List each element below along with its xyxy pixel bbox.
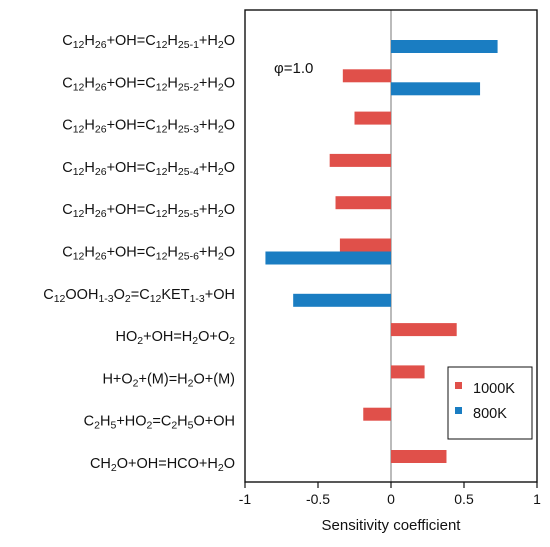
legend-swatch-800k	[455, 407, 462, 414]
bar-1000k-3	[354, 111, 391, 125]
reaction-label-6: C12H26+OH=C12H25-6+H2O	[62, 245, 235, 263]
bar-800k-7	[293, 293, 391, 307]
reaction-label-2: C12H26+OH=C12H25-2+H2O	[62, 75, 235, 93]
bar-1000k-10	[363, 407, 391, 421]
x-axis-title: Sensitivity coefficient	[322, 517, 462, 534]
bar-800k-6	[265, 251, 391, 265]
reaction-label-5: C12H26+OH=C12H25-5+H2O	[62, 202, 235, 220]
legend-swatch-1000k	[455, 382, 462, 389]
x-axis-ticks: -1 -0.5 0 0.5 1	[239, 482, 541, 507]
bar-1000k-8	[391, 323, 457, 337]
reaction-label-3: C12H26+OH=C12H25-3+H2O	[62, 118, 235, 136]
bar-800k-2	[391, 82, 481, 96]
x-tick-label: -1	[239, 491, 252, 507]
reaction-label-11: CH2O+OH=HCO+H2O	[90, 456, 235, 474]
legend-box	[447, 366, 533, 440]
reaction-label-4: C12H26+OH=C12H25-4+H2O	[62, 160, 235, 178]
bars-layer	[265, 40, 498, 463]
x-tick-label: 0.5	[454, 491, 474, 507]
bar-1000k-4	[329, 153, 391, 167]
reaction-label-10: C2H5+HO2=C2H5O+OH	[84, 414, 235, 432]
reaction-label-9: H+O2+(M)=H2O+(M)	[102, 371, 235, 389]
equivalence-ratio-annotation: φ=1.0	[274, 60, 313, 77]
bar-1000k-2	[342, 69, 391, 83]
bar-1000k-11	[391, 450, 447, 463]
legend-label-1000k: 1000K	[473, 381, 515, 397]
reaction-labels: C12H26+OH=C12H25-1+H2O C12H26+OH=C12H25-2…	[43, 33, 235, 474]
reaction-label-1: C12H26+OH=C12H25-1+H2O	[62, 33, 235, 51]
bar-800k-1	[391, 40, 498, 53]
reaction-label-8: HO2+OH=H2O+O2	[116, 329, 236, 347]
x-tick-label: 1	[533, 491, 541, 507]
legend: 1000K 800K	[447, 366, 533, 440]
x-tick-label: 0	[387, 491, 395, 507]
reaction-label-7: C12OOH1-3O2=C12KET1-3+OH	[43, 287, 235, 305]
legend-label-800k: 800K	[473, 406, 507, 422]
bar-1000k-9	[391, 365, 425, 379]
x-tick-label: -0.5	[306, 491, 330, 507]
bar-1000k-5	[335, 196, 391, 210]
bar-1000k-6	[339, 238, 391, 252]
